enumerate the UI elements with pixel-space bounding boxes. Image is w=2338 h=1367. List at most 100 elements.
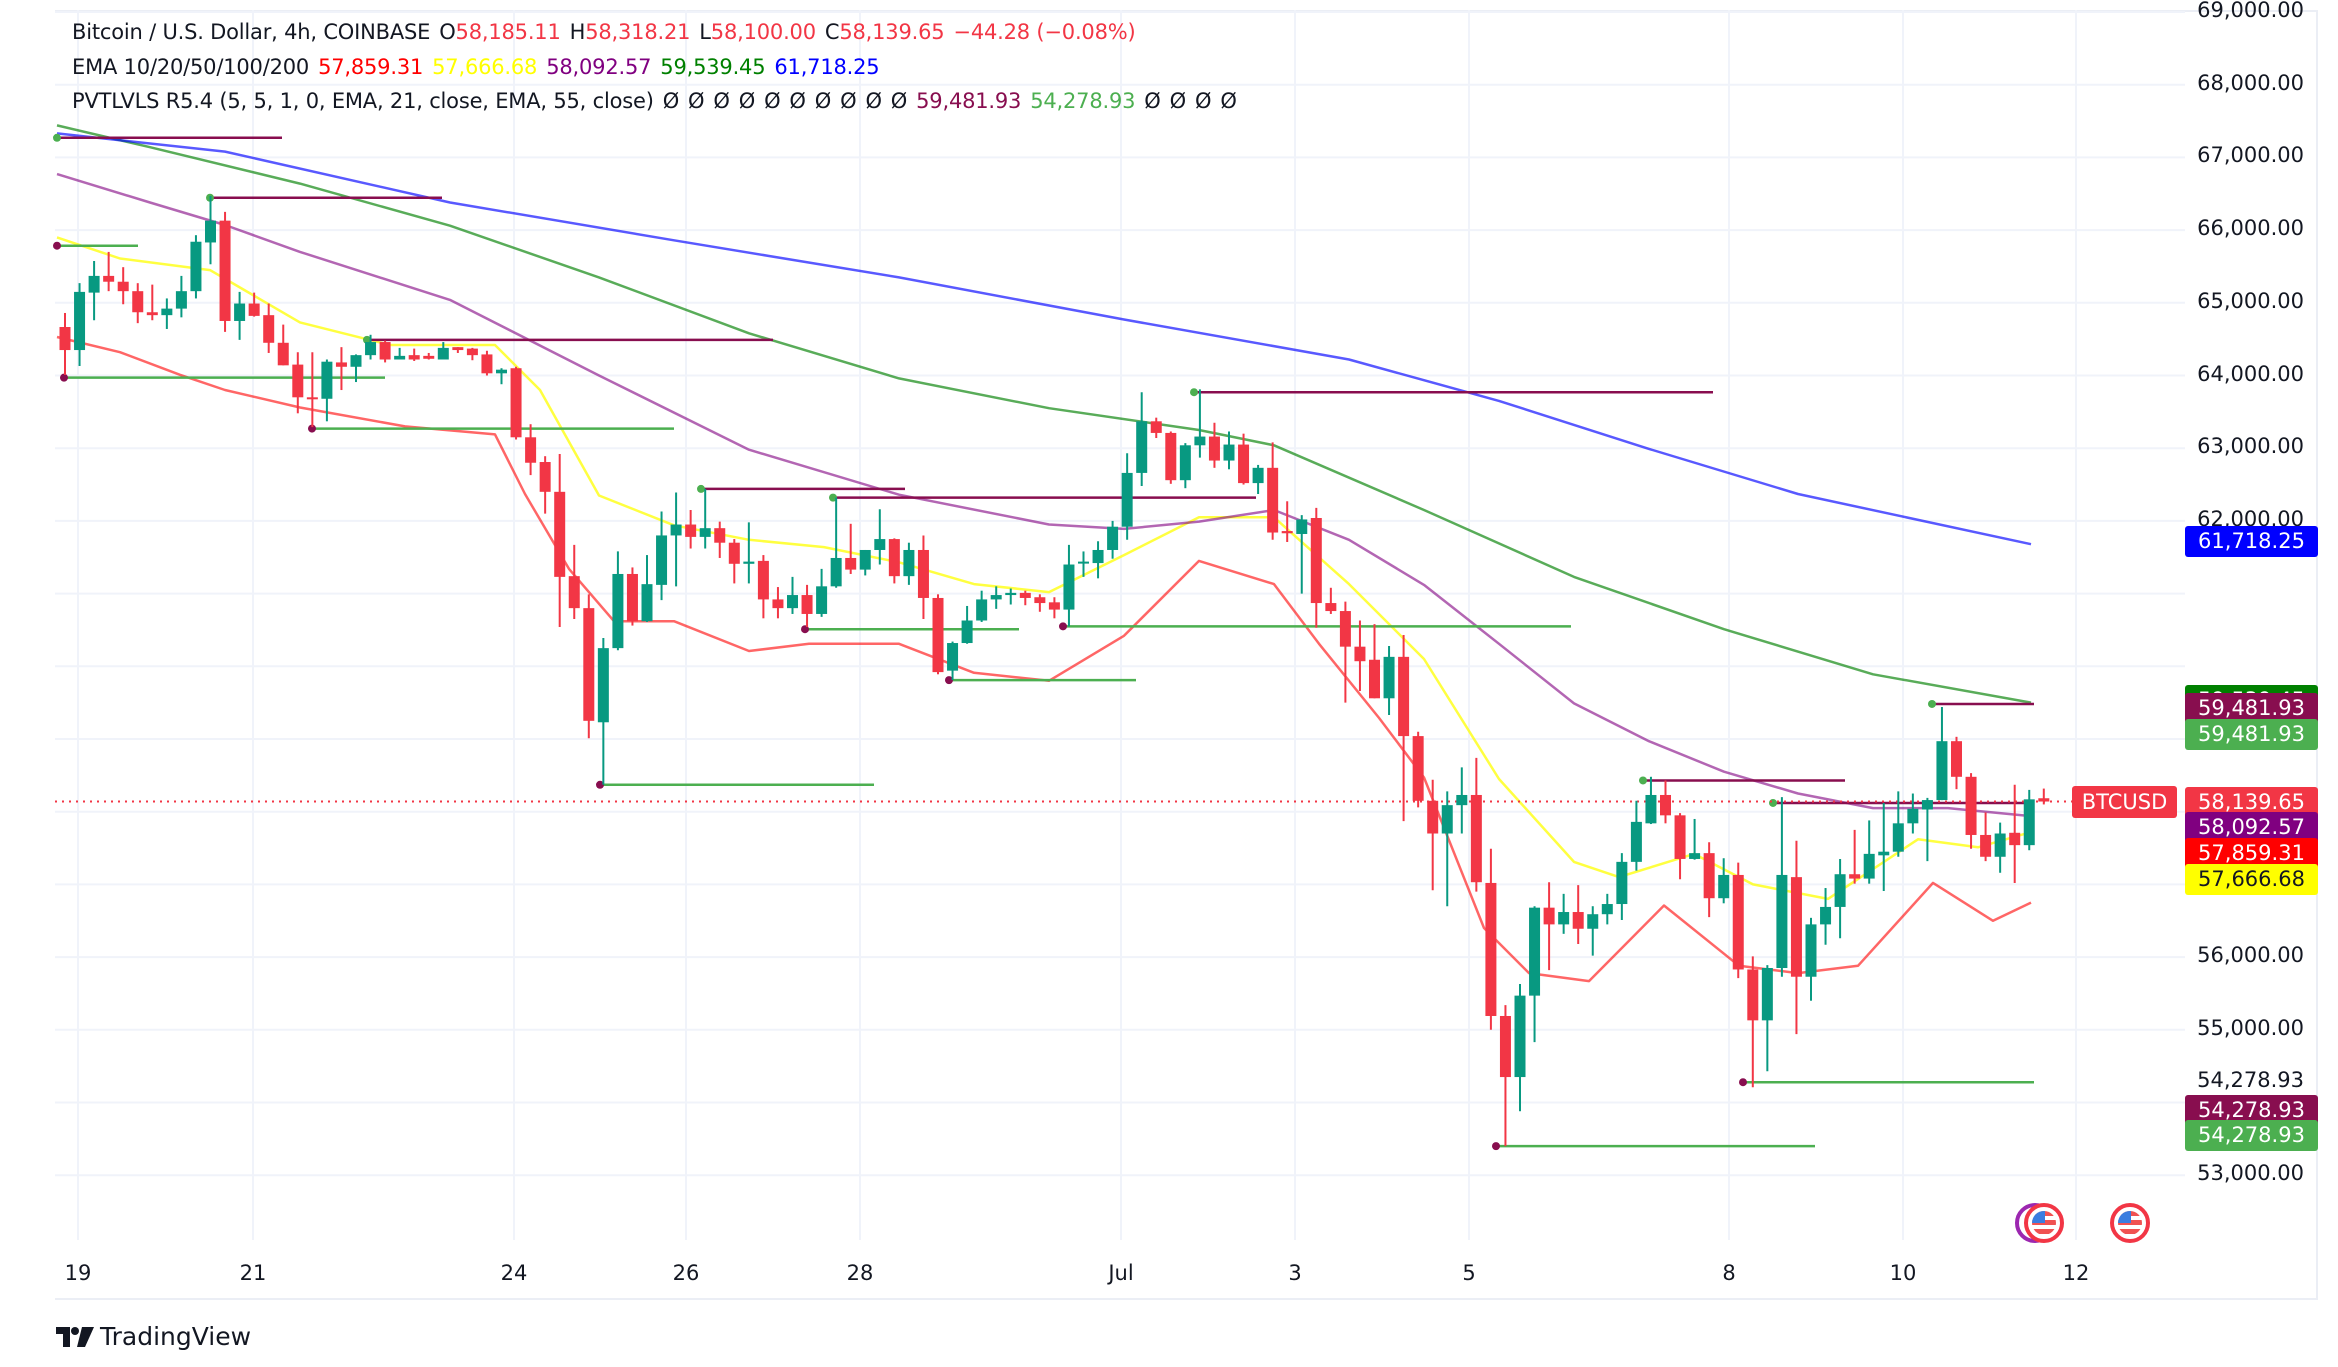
candle-body xyxy=(1165,432,1177,481)
candle-body xyxy=(714,528,726,543)
candle-body xyxy=(423,355,435,359)
close-value: 58,139.65 xyxy=(839,20,945,44)
pivot-dot xyxy=(829,493,837,502)
us-flag-event-icon-2[interactable] xyxy=(2110,1203,2150,1243)
candle-body xyxy=(1107,526,1119,550)
candle-body xyxy=(1514,995,1526,1078)
date-tick: 19 xyxy=(64,1261,92,1285)
candle-body xyxy=(1645,794,1657,824)
symbol-legend: Bitcoin / U.S. Dollar, 4h, COINBASE O58,1… xyxy=(72,20,1136,44)
ema-legend[interactable]: EMA 10/20/50/100/200 57,859.31 57,666.68 58… xyxy=(72,55,888,79)
candle-body xyxy=(1660,794,1671,816)
price-tick: 54,278.93 xyxy=(2197,1068,2304,1093)
candle-body xyxy=(263,315,275,343)
candle-body xyxy=(1223,444,1235,461)
candle-body xyxy=(568,576,580,609)
candle-body xyxy=(2038,798,2050,802)
symbol-title[interactable]: Bitcoin / U.S. Dollar, 4h, COINBASE xyxy=(72,20,431,44)
candle-body xyxy=(932,597,944,673)
pivot-dot xyxy=(53,133,61,142)
candle-body xyxy=(379,342,391,360)
price-tick: 55,000.00 xyxy=(2197,1015,2304,1040)
candle-body xyxy=(1208,436,1220,461)
candle-body xyxy=(1689,853,1701,859)
candle-body xyxy=(1820,906,1832,925)
candle-body xyxy=(1616,861,1628,905)
ema-line xyxy=(56,124,2032,704)
candle-body xyxy=(1732,874,1744,970)
tradingview-logo-icon xyxy=(56,1326,94,1347)
candle-body xyxy=(1121,472,1133,527)
price-tag-ema20: 57,666.68 xyxy=(2185,863,2318,895)
candle-body xyxy=(1354,646,1366,662)
high-value: 58,318.21 xyxy=(585,20,691,44)
tradingview-logo[interactable]: TradingView xyxy=(56,1322,251,1351)
candle-body xyxy=(1470,794,1482,883)
candle-body xyxy=(903,549,915,577)
pivot-dot xyxy=(1059,622,1067,631)
candle-body xyxy=(161,308,173,316)
candle-body xyxy=(1019,592,1031,598)
candle-body xyxy=(1194,436,1206,446)
ema-20-value: 57,666.68 xyxy=(432,55,538,79)
candle-body xyxy=(1790,877,1802,977)
candle-body xyxy=(1907,808,1919,824)
candle-body xyxy=(1325,603,1337,612)
candle-body xyxy=(1456,794,1468,806)
candle-body xyxy=(1936,741,1948,801)
candle-body xyxy=(2023,799,2035,846)
candle-body xyxy=(1441,805,1453,834)
candle-body xyxy=(1776,874,1788,969)
pivot-levels-legend[interactable]: PVTLVLS R5.4 (5, 5, 1, 0, EMA, 21, close… xyxy=(72,89,1255,113)
candle-body xyxy=(1267,467,1279,533)
candle-body xyxy=(1921,800,1933,810)
candle-body xyxy=(306,397,318,400)
ema-100-value: 59,539.45 xyxy=(660,55,766,79)
price-tick: 69,000.00 xyxy=(2197,0,2304,22)
date-tick: 28 xyxy=(846,1261,874,1285)
candle-body xyxy=(1339,611,1351,647)
candle-body xyxy=(277,342,289,366)
candle-body xyxy=(1543,907,1555,925)
pivot-dot xyxy=(308,424,316,433)
candle-body xyxy=(88,275,100,293)
candle-body xyxy=(1558,912,1570,925)
pivot-dot xyxy=(1639,776,1647,785)
open-value: 58,185.11 xyxy=(455,20,561,44)
candle-body xyxy=(1063,564,1075,610)
candle-body xyxy=(1878,851,1890,856)
candle-body xyxy=(757,560,769,600)
candle-body xyxy=(554,491,566,577)
ema-label: EMA 10/20/50/100/200 xyxy=(72,55,310,79)
candle-body xyxy=(219,220,231,321)
candle-body xyxy=(74,291,86,351)
candle-body xyxy=(1296,519,1308,534)
candle-body xyxy=(874,539,886,550)
candle-body xyxy=(466,348,478,356)
candle-body xyxy=(146,312,158,316)
candle-body xyxy=(496,369,507,374)
candle-body xyxy=(1951,741,1962,777)
price-tick: 63,000.00 xyxy=(2197,434,2304,459)
date-tick: 10 xyxy=(1889,1261,1917,1285)
candle-body xyxy=(801,595,813,614)
pivot-dot xyxy=(1739,1078,1747,1087)
candle-body xyxy=(1369,659,1380,699)
pivot-dot xyxy=(1492,1142,1500,1151)
candle-body xyxy=(917,549,929,598)
price-tick: 53,000.00 xyxy=(2197,1161,2304,1186)
date-tick: 8 xyxy=(1722,1261,1736,1285)
candle-body xyxy=(656,535,668,585)
candle-body xyxy=(1412,736,1424,801)
us-flag-event-icon[interactable] xyxy=(2024,1203,2064,1243)
price-tick: 56,000.00 xyxy=(2197,943,2304,968)
price-tick: 67,000.00 xyxy=(2197,143,2304,168)
candle-body xyxy=(1048,602,1060,610)
price-tick: 68,000.00 xyxy=(2197,70,2304,95)
candle-body xyxy=(292,364,304,398)
tradingview-wordmark: TradingView xyxy=(100,1322,252,1351)
candle-body xyxy=(1834,874,1846,907)
change-value: −44.28 (−0.08%) xyxy=(953,20,1136,44)
candle-body xyxy=(597,648,609,723)
